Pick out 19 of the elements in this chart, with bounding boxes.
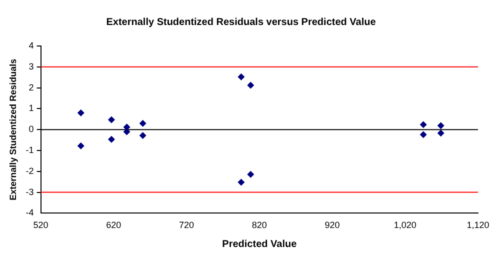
y-tick-label: 3 [28, 61, 34, 72]
chart-title: Externally Studentized Residuals versus Predicted Value [106, 16, 376, 28]
y-tick-label: 2 [28, 82, 34, 92]
x-tick-label: 920 [324, 220, 340, 230]
x-tick-label: 1,120 [466, 220, 490, 230]
y-tick-label: 1 [28, 103, 34, 114]
y-tick-label: 4 [28, 40, 34, 50]
y-tick-label: -4 [26, 208, 34, 218]
y-tick-label: -1 [26, 144, 34, 155]
x-tick-label: 820 [252, 220, 267, 230]
y-tick-label: 0 [28, 124, 34, 134]
x-tick-label: 720 [179, 220, 194, 230]
y-axis-title: Externally Studentized Residuals [8, 58, 18, 200]
x-tick-label: 1,020 [394, 220, 416, 230]
x-tick-label: 520 [33, 220, 48, 230]
x-tick-label: 620 [106, 220, 122, 230]
y-tick-label: -2 [26, 166, 34, 176]
x-axis-title: Predicted Value [222, 238, 298, 250]
y-tick-label: -3 [26, 186, 34, 197]
